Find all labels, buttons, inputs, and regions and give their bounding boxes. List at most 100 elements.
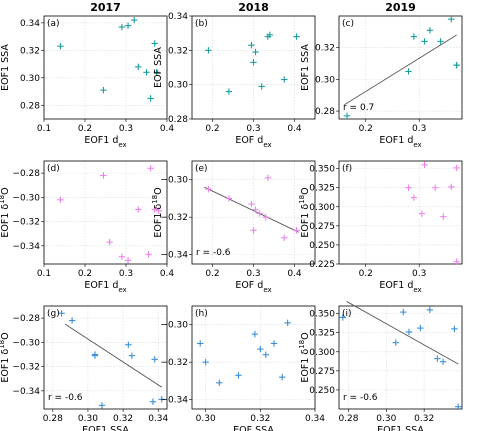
data-point: [293, 227, 300, 234]
y-tick-label: −0.32: [12, 363, 40, 373]
panel-label: (f): [342, 164, 352, 174]
axes-frame: [43, 305, 168, 410]
data-point: [143, 69, 150, 76]
x-tick-label: 0.2: [205, 124, 219, 134]
axes-frame: [191, 160, 316, 265]
regression-line: [204, 186, 299, 233]
panel-i: 0.28 0.30 0.32 0.250 0.275 0.300 0.325 0.350 (i)…: [298, 301, 463, 431]
data-point: [392, 339, 399, 346]
data-point: [202, 358, 209, 366]
y-tick-label: 0.250: [309, 386, 335, 396]
data-point: [257, 345, 264, 353]
panel-h: 0.30 0.32 0.34 −0.34 −0.32 −0.30 (h) EOF SSA: [160, 305, 325, 431]
y-tick-label: 0.28: [315, 107, 335, 117]
x-tick-label: 0.2: [359, 124, 373, 134]
data-point: [264, 174, 272, 182]
data-point: [128, 352, 136, 359]
x-axis-label: EOF1 dex: [379, 280, 421, 294]
x-tick-label: 0.4: [287, 124, 302, 134]
y-tick-label: 0.28: [20, 101, 40, 111]
x-tick-label: 0.30: [78, 414, 98, 424]
y-tick-label: −0.30: [12, 338, 40, 348]
panel-label: (c): [342, 19, 354, 29]
axes-frame: [191, 305, 316, 410]
data-point: [281, 234, 288, 241]
data-point: [256, 210, 263, 217]
x-tick-label: 0.28: [338, 414, 358, 424]
panel-c: 0.2 0.3 0.28 0.30 0.32 (c) r = 0.7 EOF1 dex EOF1…: [300, 1, 463, 149]
y-tick-label: −0.34: [12, 242, 40, 252]
data-point: [266, 31, 274, 39]
data-point: [270, 340, 278, 347]
data-point: [453, 258, 460, 265]
column-title: 2019: [385, 1, 416, 14]
data-point: [284, 319, 291, 327]
x-axis-label: EOF1 dex: [379, 135, 421, 149]
data-point: [339, 314, 346, 321]
panel-a: 0.1 0.2 0.3 0.4 0.28 0.30 0.32 0.34 (a) EOF1 dex E…: [0, 1, 174, 149]
y-tick-label: −0.28: [12, 169, 40, 179]
y-tick-label: −0.32: [12, 218, 40, 228]
correlation-label: r = 0.7: [343, 103, 374, 113]
x-tick-label: 0.3: [119, 124, 133, 134]
y-tick-label: 0.225: [309, 260, 335, 270]
data-point: [197, 340, 204, 347]
data-point: [405, 68, 412, 75]
x-tick-label: 0.2: [205, 269, 219, 279]
y-tick-label: −0.34: [12, 387, 40, 397]
data-point: [262, 351, 269, 358]
data-point: [279, 373, 286, 381]
data-point: [410, 33, 418, 40]
correlation-label: r = -0.6: [196, 248, 231, 258]
correlation-label: r = -0.6: [343, 393, 378, 403]
y-axis-label: EOF1 δ18O: [0, 187, 11, 237]
data-point: [432, 184, 439, 191]
y-tick-label: −0.34: [160, 396, 188, 406]
x-tick-label: 0.30: [376, 414, 396, 424]
data-point: [262, 213, 269, 221]
data-point: [151, 356, 158, 363]
y-tick-label: −0.32: [160, 358, 188, 368]
x-tick-label: 0.32: [113, 414, 133, 424]
data-point: [248, 41, 255, 49]
data-point: [410, 194, 418, 201]
y-tick-label: 0.34: [168, 12, 188, 22]
data-point: [453, 164, 460, 172]
data-point: [135, 206, 142, 213]
y-tick-label: 0.275: [309, 367, 335, 377]
data-point: [58, 310, 65, 317]
x-tick-label: 0.28: [43, 414, 63, 424]
data-point: [205, 185, 212, 193]
panel-label: (h): [195, 309, 208, 319]
data-point: [225, 195, 233, 202]
data-point: [155, 207, 162, 214]
y-axis-label: EOF1 δ18O: [298, 187, 311, 237]
x-tick-label: 0.2: [78, 124, 92, 134]
y-axis-label: EOF SSA: [153, 47, 164, 88]
y-tick-label: −0.30: [12, 193, 40, 203]
x-tick-label: 0.3: [119, 269, 133, 279]
data-point: [437, 38, 444, 45]
x-tick-label: 0.4: [160, 124, 175, 134]
data-point: [135, 63, 142, 71]
y-tick-label: 0.34: [20, 19, 40, 29]
data-point: [147, 95, 154, 102]
axes-frame: [43, 160, 168, 265]
panel-label: (b): [195, 19, 208, 29]
data-point: [421, 161, 428, 169]
column-title: 2017: [90, 1, 121, 14]
data-point: [158, 396, 165, 403]
panel-label: (e): [195, 164, 208, 174]
data-point: [149, 398, 157, 405]
data-point: [124, 257, 132, 264]
data-point: [106, 238, 113, 246]
x-tick-label: 0.2: [78, 269, 92, 279]
data-point: [453, 61, 460, 69]
data-point: [68, 317, 76, 324]
x-tick-label: 0.32: [250, 414, 270, 424]
data-point: [417, 324, 424, 332]
x-axis-label: EOF SSA: [233, 425, 274, 431]
data-point: [91, 351, 99, 358]
correlation-label: r = -0.6: [48, 393, 83, 403]
data-point: [98, 402, 106, 409]
